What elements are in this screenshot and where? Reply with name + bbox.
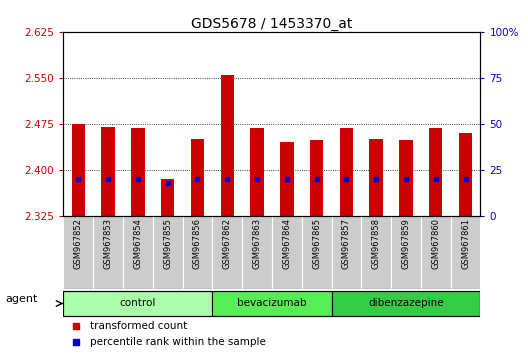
Text: GSM967853: GSM967853 (103, 218, 112, 269)
Bar (250, 128, 263, 216)
Bar (301, 216, 332, 289)
Bar (212, 216, 242, 289)
Bar (361, 216, 391, 289)
Bar (280, 142, 294, 216)
Text: control: control (120, 298, 156, 308)
Bar (72, 124, 85, 216)
Bar (123, 216, 153, 289)
Bar (370, 139, 383, 216)
Bar (242, 216, 272, 289)
Text: GSM967856: GSM967856 (193, 218, 202, 269)
Bar (63, 291, 212, 316)
Bar (340, 128, 353, 216)
Bar (183, 216, 212, 289)
Bar (101, 127, 115, 216)
Bar (221, 75, 234, 216)
Bar (191, 139, 204, 216)
Text: GSM967858: GSM967858 (372, 218, 381, 269)
Bar (421, 216, 451, 289)
Text: GSM967865: GSM967865 (312, 218, 321, 269)
Bar (131, 128, 145, 216)
Bar (391, 216, 421, 289)
Text: GSM967854: GSM967854 (134, 218, 143, 269)
Text: dibenzazepine: dibenzazepine (368, 298, 444, 308)
Text: GSM967864: GSM967864 (282, 218, 291, 269)
Bar (153, 216, 183, 289)
Bar (310, 140, 323, 216)
Bar (429, 128, 442, 216)
Text: GSM967855: GSM967855 (163, 218, 172, 269)
Text: GSM967860: GSM967860 (431, 218, 440, 269)
Bar (272, 216, 301, 289)
Text: agent: agent (5, 294, 37, 304)
Title: GDS5678 / 1453370_at: GDS5678 / 1453370_at (191, 17, 353, 31)
Bar (332, 291, 480, 316)
Bar (63, 216, 93, 289)
Bar (399, 140, 413, 216)
Text: bevacizumab: bevacizumab (237, 298, 307, 308)
Text: GSM967852: GSM967852 (74, 218, 83, 269)
Text: GSM967857: GSM967857 (342, 218, 351, 269)
Bar (161, 179, 174, 216)
Text: GSM967863: GSM967863 (252, 218, 261, 269)
Text: percentile rank within the sample: percentile rank within the sample (90, 337, 266, 347)
Bar (212, 291, 332, 316)
Text: GSM967859: GSM967859 (401, 218, 410, 269)
Text: GSM967862: GSM967862 (223, 218, 232, 269)
Bar (93, 216, 123, 289)
Bar (332, 216, 361, 289)
Bar (459, 133, 472, 216)
Text: transformed count: transformed count (90, 321, 188, 331)
Bar (451, 216, 480, 289)
Text: GSM967861: GSM967861 (461, 218, 470, 269)
